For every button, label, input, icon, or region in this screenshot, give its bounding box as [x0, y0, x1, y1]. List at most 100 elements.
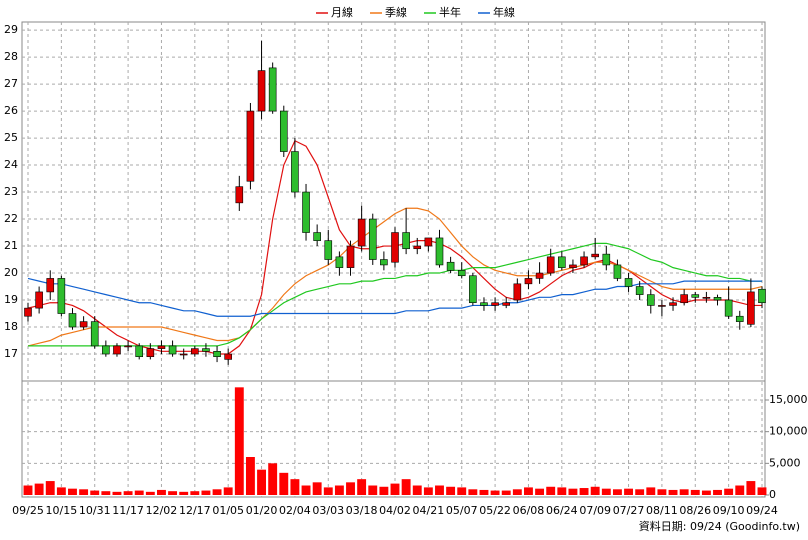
- volume-bar: [535, 488, 545, 495]
- candle-body: [246, 110, 255, 182]
- candle-body: [124, 345, 132, 348]
- y-tick-label: 18: [4, 320, 18, 333]
- volume-bar: [690, 489, 700, 495]
- candle-body: [102, 345, 110, 355]
- volume-bar: [435, 485, 444, 495]
- candle-body: [68, 313, 77, 328]
- candle-body: [469, 275, 477, 304]
- y-tick-label: 24: [4, 158, 18, 171]
- candle-body: [435, 237, 444, 266]
- y2-tick-label: 0: [769, 488, 776, 501]
- volume-bar: [312, 482, 322, 495]
- volume-bar: [223, 487, 233, 495]
- x-tick-label: 07/27: [613, 504, 645, 517]
- volume-bar: [724, 488, 734, 495]
- volume-bar: [23, 485, 33, 495]
- y-tick-label: 17: [4, 347, 18, 360]
- candle-body: [491, 302, 499, 306]
- volume-bar: [290, 479, 300, 495]
- candle-body: [224, 353, 232, 360]
- x-tick-label: 06/08: [513, 504, 545, 517]
- candle-body: [368, 218, 377, 260]
- candle-body: [591, 253, 599, 258]
- y-tick-label: 23: [4, 185, 18, 198]
- volume-bar: [735, 485, 745, 495]
- y-tick-label: 29: [4, 23, 18, 36]
- candle-body: [302, 191, 310, 233]
- volume-bar: [245, 457, 255, 495]
- volume-bar: [557, 487, 567, 495]
- volume-bar: [34, 483, 44, 495]
- x-tick-label: 03/03: [312, 504, 344, 517]
- volume-bar: [368, 485, 378, 495]
- candle-body: [446, 261, 455, 271]
- candle-body: [157, 345, 166, 349]
- candle-body: [79, 321, 88, 328]
- volume-bar: [168, 491, 178, 495]
- volume-bar: [390, 483, 400, 495]
- x-tick-label: 09/10: [713, 504, 745, 517]
- volume-bar: [746, 481, 756, 495]
- volume-bar: [401, 479, 411, 495]
- volume-bar: [101, 491, 111, 495]
- candle-body: [35, 291, 43, 309]
- volume-bar: [701, 490, 711, 495]
- volume-bar: [323, 487, 333, 495]
- volume-bar: [757, 487, 767, 495]
- y2-tick-label: 5,000: [769, 456, 801, 469]
- x-tick-label: 09/25: [12, 504, 44, 517]
- x-tick-label: 08/26: [679, 504, 711, 517]
- volume-bar: [624, 488, 633, 495]
- x-tick-label: 07/09: [579, 504, 611, 517]
- volume-bar: [601, 488, 611, 495]
- candle-body: [735, 315, 744, 322]
- candle-body: [268, 67, 277, 112]
- candle-body: [758, 288, 766, 304]
- candle-body: [535, 272, 544, 279]
- candle-body: [113, 345, 121, 355]
- volume-bar: [446, 486, 456, 495]
- candle-body: [346, 245, 355, 268]
- volume-bar: [346, 482, 355, 495]
- candle-body: [680, 294, 688, 304]
- volume-bar: [412, 485, 422, 495]
- candle-body: [135, 345, 144, 358]
- candle-body: [380, 259, 388, 266]
- legend-label: 半年: [439, 5, 461, 19]
- volume-bar: [579, 488, 589, 495]
- volume-bar: [145, 491, 155, 495]
- candle-body: [391, 232, 399, 263]
- volume-bar: [423, 487, 433, 495]
- candle-body: [46, 278, 55, 293]
- volume-bar: [334, 485, 344, 495]
- volume-bar: [179, 491, 189, 495]
- volume-bar: [68, 488, 77, 495]
- candle-body: [658, 305, 666, 307]
- candle-body: [213, 351, 221, 358]
- candle-body: [191, 348, 199, 355]
- candle-body: [502, 302, 511, 306]
- volume-bar: [134, 490, 144, 495]
- y2-tick-label: 10,000: [769, 425, 808, 438]
- candle-body: [747, 291, 755, 325]
- volume-bar: [713, 489, 722, 495]
- candle-body: [413, 245, 422, 250]
- volume-bar: [679, 489, 689, 495]
- candle-body: [402, 232, 410, 250]
- candle-body: [168, 345, 177, 355]
- candle-body: [24, 307, 32, 317]
- x-tick-label: 11/17: [112, 504, 144, 517]
- y-tick-label: 25: [4, 131, 18, 144]
- volume-bar: [157, 489, 166, 495]
- legend-label: 月線: [331, 5, 353, 19]
- candle-body: [702, 297, 711, 299]
- volume-bar: [668, 489, 678, 495]
- y-tick-label: 28: [4, 50, 18, 63]
- x-tick-label: 10/31: [79, 504, 111, 517]
- candle-body: [513, 283, 522, 301]
- candle-body: [235, 186, 244, 204]
- candle-body: [669, 302, 677, 306]
- candle-body: [635, 286, 644, 295]
- volume-bar: [257, 469, 266, 495]
